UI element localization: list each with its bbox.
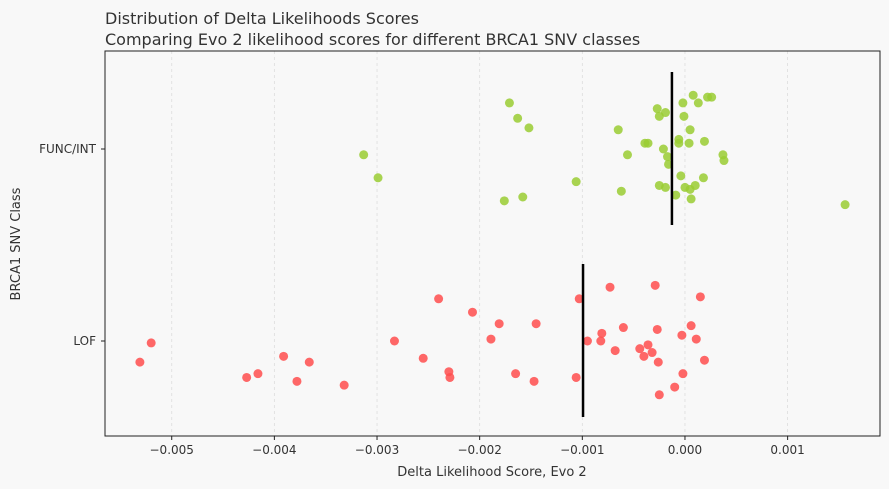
data-point: [654, 111, 664, 121]
data-point: [676, 171, 686, 181]
data-point: [597, 328, 607, 338]
points: [135, 90, 850, 400]
data-point: [499, 196, 509, 206]
data-point: [670, 382, 680, 392]
data-point: [613, 125, 623, 135]
data-point: [486, 334, 496, 344]
x-axis-ticks: −0.005 −0.004 −0.003 −0.002 −0.001 0.000 0.001: [150, 436, 805, 457]
data-point: [684, 138, 694, 148]
data-point: [524, 123, 534, 133]
data-point: [373, 173, 383, 183]
x-tick-label: −0.002: [457, 443, 501, 457]
data-point: [652, 104, 662, 114]
data-point: [650, 280, 660, 290]
data-point: [135, 357, 145, 367]
data-point: [605, 282, 615, 292]
plot-frame: [104, 50, 881, 437]
y-tick-label: FUNC/INT: [39, 142, 97, 156]
data-point: [531, 319, 541, 329]
data-point: [678, 369, 688, 379]
data-point: [529, 376, 539, 386]
data-point: [574, 294, 584, 304]
data-point: [389, 336, 399, 346]
data-point: [643, 138, 653, 148]
y-tick-label: LOF: [73, 334, 96, 348]
data-point: [339, 380, 349, 390]
x-tick-label: −0.001: [560, 443, 604, 457]
data-point: [658, 144, 668, 154]
data-point: [610, 346, 620, 356]
x-tick-label: −0.003: [355, 443, 399, 457]
data-point: [685, 125, 695, 135]
x-tick-label: 0.001: [770, 443, 804, 457]
data-point: [513, 113, 523, 123]
data-point: [698, 173, 708, 183]
data-point: [678, 98, 688, 108]
median-lines: [581, 72, 674, 417]
data-point: [445, 372, 455, 382]
data-point: [582, 336, 592, 346]
data-point: [622, 150, 632, 160]
data-point: [643, 340, 653, 350]
data-point: [652, 324, 662, 334]
data-point: [279, 351, 289, 361]
data-point: [647, 348, 657, 358]
data-point: [686, 194, 696, 204]
data-point: [840, 200, 850, 210]
data-point: [654, 390, 664, 400]
data-point: [693, 98, 703, 108]
data-point: [618, 323, 628, 333]
data-point: [242, 372, 252, 382]
data-point: [292, 376, 302, 386]
y-axis-ticks: FUNC/INT LOF: [39, 142, 105, 348]
data-point: [690, 180, 700, 190]
data-point: [699, 355, 709, 365]
data-point: [571, 177, 581, 187]
data-point: [671, 190, 681, 200]
data-point: [686, 321, 696, 331]
data-point: [571, 372, 581, 382]
data-point: [660, 182, 670, 192]
data-point: [635, 344, 645, 354]
data-point: [359, 150, 369, 160]
x-axis-label: Delta Likelihood Score, Evo 2: [397, 465, 586, 480]
data-point: [679, 111, 689, 121]
data-point: [616, 186, 626, 196]
data-point: [304, 357, 314, 367]
data-point: [653, 357, 663, 367]
x-tick-label: −0.004: [252, 443, 296, 457]
data-point: [699, 136, 709, 146]
data-point: [663, 152, 673, 162]
data-point: [707, 92, 717, 102]
data-point: [494, 319, 504, 329]
data-point: [434, 294, 444, 304]
x-tick-label: −0.005: [150, 443, 194, 457]
x-tick-label: 0.000: [668, 443, 702, 457]
data-point: [691, 334, 701, 344]
chart-subtitle: Comparing Evo 2 likelihood scores for di…: [105, 30, 640, 49]
data-point: [688, 90, 698, 100]
data-point: [518, 192, 528, 202]
data-point: [146, 338, 156, 348]
data-point: [677, 330, 687, 340]
data-point: [253, 369, 263, 379]
data-point: [639, 351, 649, 361]
data-point: [719, 156, 729, 166]
data-point: [418, 353, 428, 363]
data-point: [511, 369, 521, 379]
data-point: [695, 292, 705, 302]
y-axis-label: BRCA1 SNV Class: [9, 187, 24, 300]
chart-title: Distribution of Delta Likelihoods Scores: [105, 9, 419, 28]
data-point: [504, 98, 514, 108]
gridlines: [171, 51, 789, 436]
data-point: [596, 336, 606, 346]
data-point: [674, 138, 684, 148]
data-point: [467, 307, 477, 317]
